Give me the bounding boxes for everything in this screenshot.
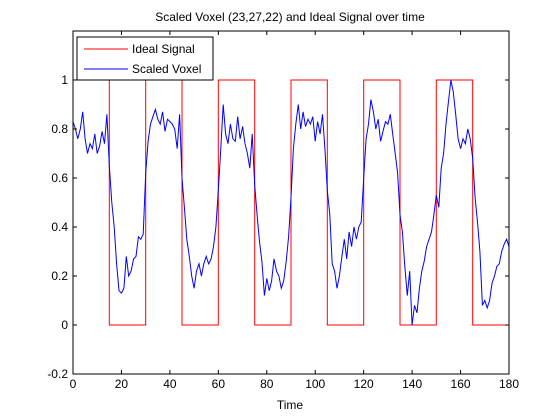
legend-label-scaled-voxel: Scaled Voxel	[132, 62, 201, 76]
axes-layer: 0 20 40 60 80 100 120 140 160 180-0.200.20.40.60.…	[47, 30, 519, 391]
x-tick-label: 0	[70, 377, 77, 391]
x-tick-label: 40	[163, 377, 177, 391]
y-tick-label: 1	[61, 73, 68, 87]
y-tick-label: 0.2	[51, 269, 68, 283]
legend: Ideal Signal Scaled Voxel	[76, 36, 214, 81]
x-tick-label: 140	[402, 377, 422, 391]
x-tick-label: 100	[305, 377, 325, 391]
chart-title: Scaled Voxel (23,27,22) and Ideal Signal…	[155, 10, 425, 24]
x-tick-label: 20	[115, 377, 129, 391]
x-tick-label: 120	[354, 377, 374, 391]
series-layer	[72, 79, 510, 326]
x-axis-label: Time	[277, 398, 304, 412]
axes-frame	[72, 30, 510, 375]
y-tick-label: -0.2	[47, 367, 68, 381]
series-line-scaled-voxel	[72, 79, 510, 326]
x-tick-label: 180	[499, 377, 519, 391]
y-tick-label: 0	[61, 318, 68, 332]
y-tick-label: 0.6	[51, 171, 68, 185]
x-tick-label: 60	[212, 377, 226, 391]
x-tick-label: 160	[451, 377, 471, 391]
y-tick-label: 0.4	[51, 220, 68, 234]
legend-label-ideal-signal: Ideal Signal	[132, 42, 195, 56]
legend-box	[76, 36, 214, 81]
y-tick-label: 0.8	[51, 122, 68, 136]
x-tick-label: 80	[260, 377, 274, 391]
